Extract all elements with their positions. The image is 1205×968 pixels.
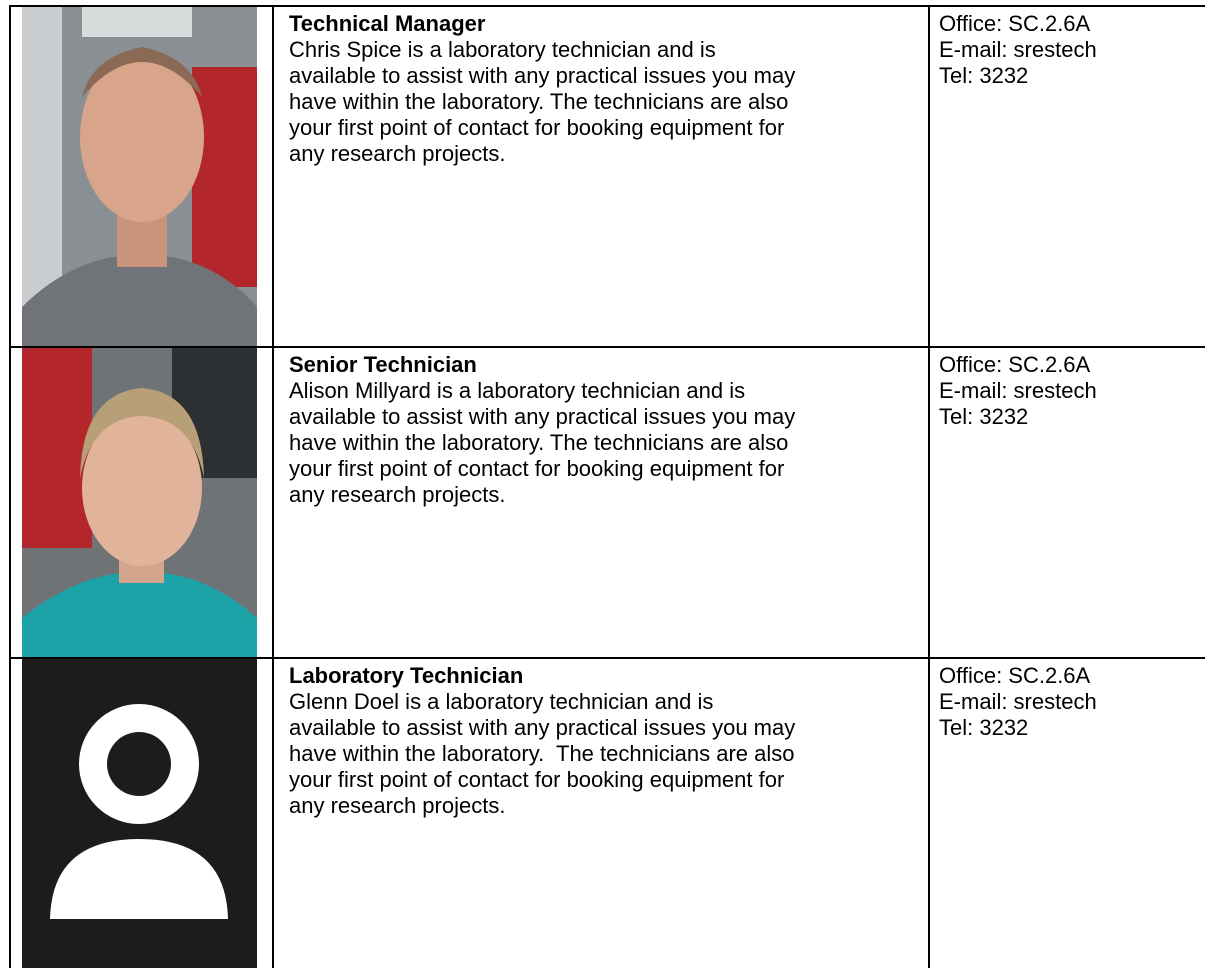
contact-line: Tel: 3232	[939, 715, 1029, 740]
description-line: have within the laboratory. The technici…	[289, 741, 795, 766]
contact-line: Tel: 3232	[939, 63, 1029, 88]
description-line: available to assist with any practical i…	[289, 63, 796, 88]
staff-photo	[22, 659, 257, 968]
description-line: have within the laboratory. The technici…	[289, 430, 789, 455]
contact-line: Tel: 3232	[939, 404, 1029, 429]
description-line: your first point of contact for booking …	[289, 767, 785, 792]
description-cell: Technical Manager Chris Spice is a labora…	[274, 7, 930, 346]
description-line: Alison Millyard is a laboratory technici…	[289, 378, 746, 403]
photo-cell	[11, 348, 274, 657]
description-line: any research projects.	[289, 482, 506, 507]
description-cell: Senior Technician Alison Millyard is a la…	[274, 348, 930, 657]
staff-row: Laboratory Technician Glenn Doel is a lab…	[9, 657, 1205, 968]
description-line: have within the laboratory. The technici…	[289, 89, 789, 114]
description-cell: Laboratory Technician Glenn Doel is a lab…	[274, 659, 930, 968]
staff-photo	[22, 348, 257, 657]
staff-row: Technical Manager Chris Spice is a labora…	[9, 5, 1205, 346]
contact-line: E-mail: srestech	[939, 378, 1097, 403]
role-title: Senior Technician	[289, 352, 477, 377]
contact-cell: Office: SC.2.6A E-mail: srestech Tel: 3232	[932, 659, 1205, 968]
contact-cell: Office: SC.2.6A E-mail: srestech Tel: 3232	[932, 348, 1205, 657]
description-line: Glenn Doel is a laboratory technician an…	[289, 689, 714, 714]
staff-row: Senior Technician Alison Millyard is a la…	[9, 346, 1205, 657]
contact-line: Office: SC.2.6A	[939, 11, 1091, 36]
photo-cell	[11, 659, 274, 968]
description-line: available to assist with any practical i…	[289, 404, 796, 429]
description-line: any research projects.	[289, 793, 506, 818]
contact-cell: Office: SC.2.6A E-mail: srestech Tel: 3232	[932, 7, 1205, 346]
contact-line: E-mail: srestech	[939, 689, 1097, 714]
staff-photo	[22, 7, 257, 346]
photo-cell	[11, 7, 274, 346]
description-line: your first point of contact for booking …	[289, 115, 785, 140]
contact-line: Office: SC.2.6A	[939, 352, 1091, 377]
role-title: Laboratory Technician	[289, 663, 524, 688]
description-line: your first point of contact for booking …	[289, 456, 785, 481]
contact-line: E-mail: srestech	[939, 37, 1097, 62]
description-line: any research projects.	[289, 141, 506, 166]
description-line: available to assist with any practical i…	[289, 715, 796, 740]
role-title: Technical Manager	[289, 11, 486, 36]
contact-line: Office: SC.2.6A	[939, 663, 1091, 688]
description-line: Chris Spice is a laboratory technician a…	[289, 37, 716, 62]
